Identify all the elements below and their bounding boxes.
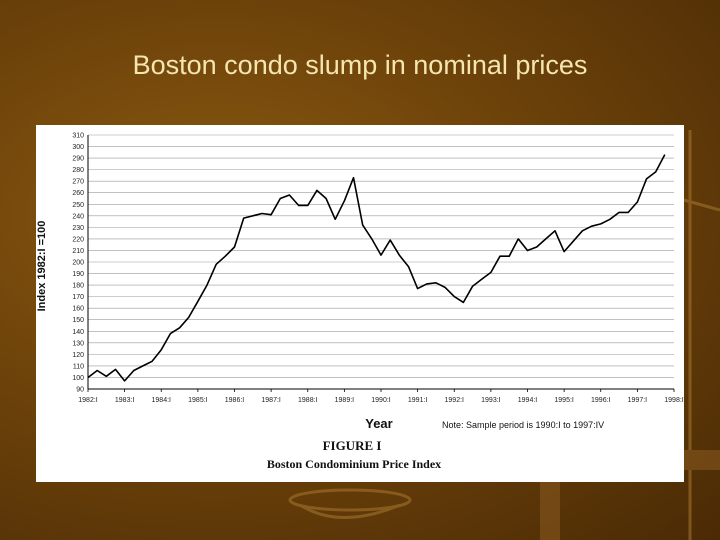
series-line (87, 154, 666, 382)
y-tick-label: 290 (72, 156, 84, 163)
price-index-chart: 90 100 110 120 130 140 150 160 170 180 190 200 210 22… (36, 133, 684, 472)
y-tick-label: 190 (72, 271, 84, 278)
y-tick-label: 120 (72, 352, 84, 359)
x-axis-label: Year (365, 416, 392, 431)
y-tick-label: 260 (72, 190, 84, 197)
y-tick-label: 170 (72, 294, 84, 301)
y-axis-label: Index 1982:I =100 (36, 221, 48, 312)
y-tick-label: 220 (72, 236, 84, 243)
x-tick-label: 1983:I (115, 397, 135, 404)
grid-lines (88, 134, 674, 378)
y-tick-label: 210 (72, 248, 84, 255)
y-tick-label: 150 (72, 317, 84, 324)
scale-icon (288, 130, 720, 540)
x-tick-label: 1992:I (445, 397, 465, 404)
sample-note: Note: Sample period is 1990:I to 1997:IV (442, 420, 604, 430)
x-tick-label: 1991:I (408, 397, 428, 404)
x-tick-label: 1997:I (628, 397, 648, 404)
y-tick-label: 130 (72, 340, 84, 347)
y-tick-label: 280 (72, 167, 84, 174)
series-group (87, 154, 666, 382)
x-tick-label: 1995:I (554, 397, 574, 404)
x-tick-label: 1994:I (518, 397, 538, 404)
y-tick-label: 100 (72, 375, 84, 382)
x-tick-label: 1986:I (225, 397, 245, 404)
x-tick-label: 1982:I (78, 397, 98, 404)
y-tick-labels: 90 100 110 120 130 140 150 160 170 180 190 200 210 22… (72, 133, 84, 394)
y-tick-label: 180 (72, 283, 84, 290)
y-tick-label: 140 (72, 329, 84, 336)
figure-title: FIGURE I (323, 438, 382, 453)
y-tick-label: 110 (73, 363, 84, 370)
x-tick-label: 1993:I (481, 397, 501, 404)
x-tick-label: 1987:I (261, 397, 281, 404)
y-tick-label: 250 (72, 202, 84, 209)
y-tick-label: 200 (72, 260, 84, 267)
x-tick-label: 1985:I (188, 397, 208, 404)
slide-title: Boston condo slump in nominal prices (132, 50, 588, 80)
y-tick-label: 90 (76, 387, 84, 394)
x-tick-label: 1989:I (335, 397, 355, 404)
figure-caption: Boston Condominium Price Index (267, 457, 441, 471)
x-tick-label: 1988:I (298, 397, 318, 404)
y-tick-label: 240 (72, 213, 84, 220)
x-tick-label: 1996:I (591, 397, 611, 404)
y-tick-label: 300 (72, 144, 84, 151)
y-tick-label: 270 (72, 179, 84, 186)
x-tick-labels: 1982:I 1983:I 1984:I 1985:I 1986:I 1987:I 1988… (78, 389, 684, 404)
y-tick-label: 230 (72, 225, 84, 232)
x-tick-label: 1998:I (664, 397, 684, 404)
y-tick-label: 310 (72, 133, 84, 140)
x-tick-label: 1990:I (371, 397, 391, 404)
figure-panel: 90 100 110 120 130 140 150 160 170 180 190 200 210 22… (36, 125, 684, 482)
x-tick-label: 1984:I (152, 397, 172, 404)
y-tick-label: 160 (72, 306, 84, 313)
